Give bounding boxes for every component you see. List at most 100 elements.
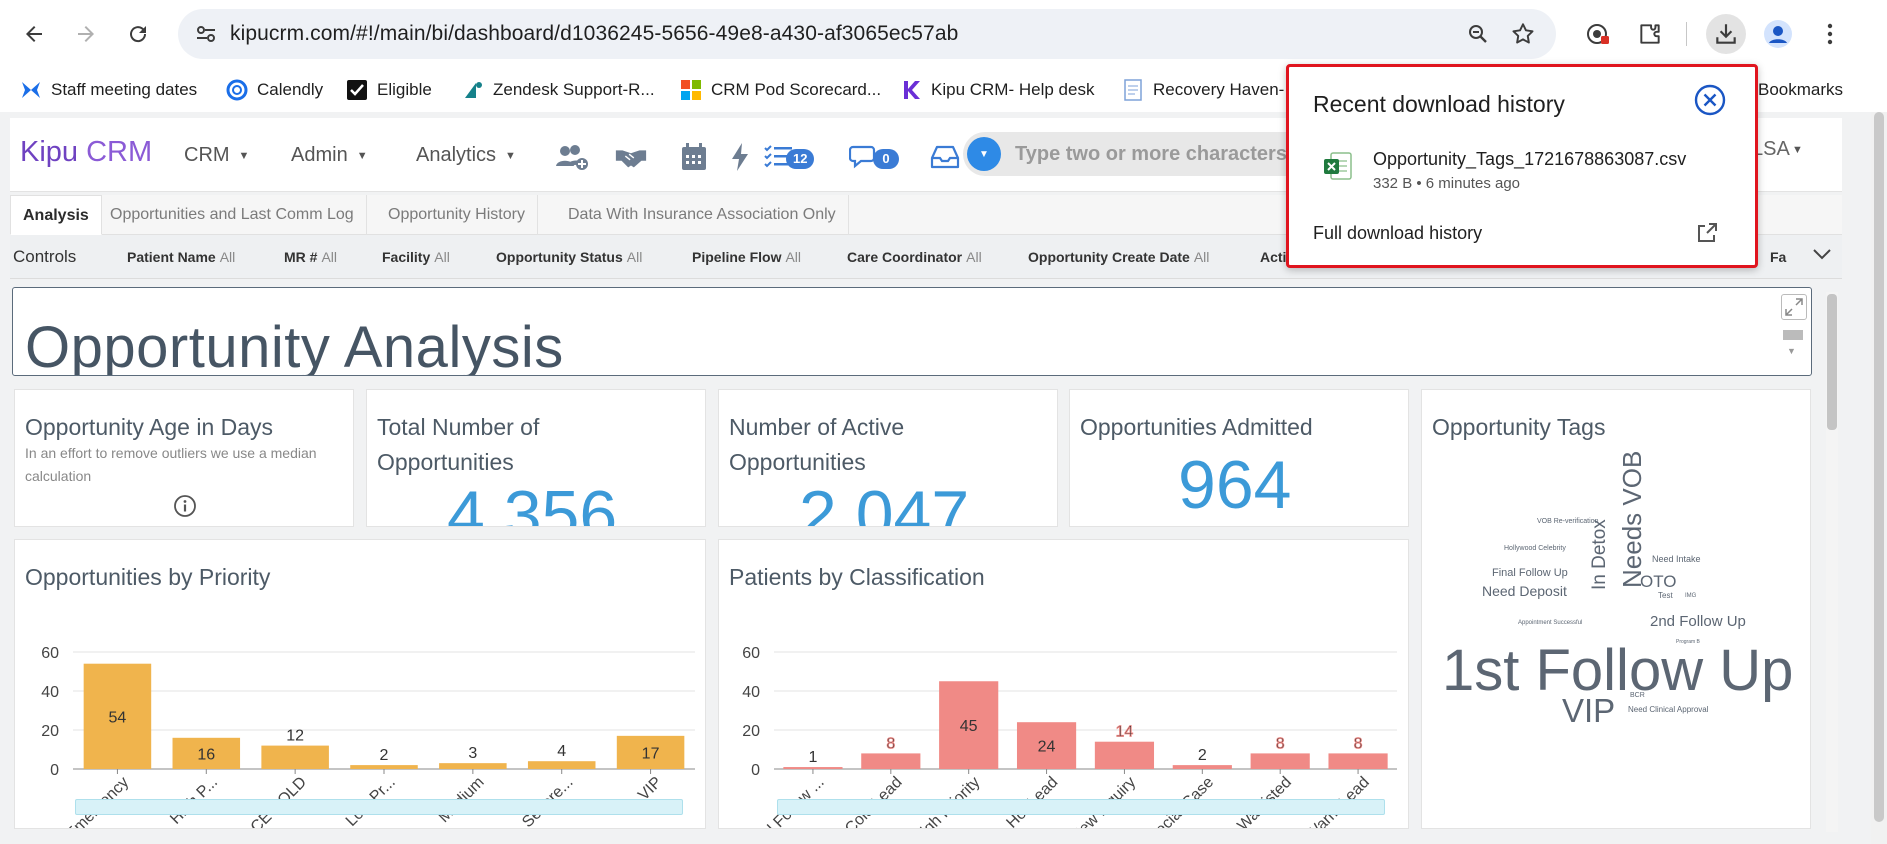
word-cloud-tag[interactable]: Test [1658,591,1673,600]
word-cloud-tag[interactable]: Hollywood Celebrity [1504,545,1566,552]
site-settings-icon[interactable] [194,22,218,46]
address-bar[interactable]: kipucrm.com/#!/main/bi/dashboard/d103624… [178,9,1556,59]
chart-range-slider[interactable] [777,799,1385,815]
bookmarks-folder[interactable]: Bookmarks [1758,80,1844,99]
panel-scroll-thumb[interactable] [1783,330,1803,340]
tab-analysis[interactable]: Analysis [10,195,102,235]
word-cloud-tag[interactable]: Appointment Successful [1518,620,1583,626]
word-cloud-tag[interactable]: Need Intake [1652,554,1701,564]
download-file-name[interactable]: Opportunity_Tags_1721678863087.csv [1373,149,1687,169]
word-cloud-tag[interactable]: VOB Re-verification [1537,518,1599,525]
word-cloud-tag[interactable]: Need Deposit [1482,583,1567,599]
back-button[interactable] [14,14,54,54]
search-scope-button[interactable]: ▼ [967,137,1001,171]
bar[interactable] [616,735,685,769]
profile-avatar[interactable] [1758,14,1798,54]
filter-patient-name[interactable]: Patient Name All [127,249,236,265]
browser-menu-button[interactable] [1810,14,1850,54]
bookmark-calendly[interactable]: Calendly [226,76,323,104]
bar[interactable] [939,681,999,769]
filter-pipeline-flow[interactable]: Pipeline Flow All [692,249,802,265]
menu-analytics[interactable]: Analytics ▼ [416,144,516,166]
info-icon[interactable] [173,494,197,518]
reload-button[interactable] [118,14,158,54]
word-cloud-tag[interactable]: Final Follow Up [1492,567,1568,579]
classification-bar-chart: 02040601Cold Follow ...8Cold Lead45High … [742,645,1397,828]
word-cloud-tag[interactable]: IMG [1685,593,1697,599]
chat-icon[interactable] [848,140,882,174]
calendar-icon[interactable] [677,140,711,174]
zoom-icon[interactable] [1466,22,1490,46]
word-cloud-tag[interactable]: Needs VOB [1617,450,1647,588]
word-cloud-tag[interactable]: BCR [1630,692,1645,699]
menu-admin[interactable]: Admin ▼ [291,144,368,166]
bookmark-crm-pod[interactable]: CRM Pod Scorecard... [680,76,881,104]
bar[interactable] [261,745,329,769]
add-users-icon[interactable] [555,140,589,174]
bookmark-recovery-haven[interactable]: Recovery Haven- [1122,76,1284,104]
word-cloud-tag[interactable]: OTO [1640,572,1677,591]
bar[interactable] [172,737,241,769]
url-text[interactable]: kipucrm.com/#!/main/bi/dashboard/d103624… [230,22,959,45]
bar[interactable] [1094,741,1155,769]
tab-insurance-association[interactable]: Data With Insurance Association Only [556,195,849,235]
word-cloud-tag[interactable]: Program B [1676,639,1700,645]
word-cloud-tag[interactable]: 1st Follow Up [1442,638,1794,703]
word-cloud-tag[interactable]: 2nd Follow Up [1650,613,1746,630]
filter-active[interactable]: Acti [1260,249,1287,265]
kipu-crm-logo[interactable]: Kipu CRM [20,136,153,168]
bar[interactable] [527,761,596,769]
close-icon[interactable] [1693,83,1727,117]
y-tick-label: 40 [41,684,59,701]
bar[interactable] [1250,753,1310,769]
bar[interactable] [439,763,507,769]
kpi-active-opportunities: Number of Active Opportunities 2,047 [718,389,1058,527]
user-menu[interactable]: LSA [1752,138,1790,160]
lightning-icon[interactable] [723,140,757,174]
word-cloud-tag[interactable]: Need Clinical Approval [1628,705,1709,714]
word-cloud-tag[interactable]: In Detox [1589,519,1610,590]
extensions-icon[interactable] [1630,14,1670,54]
bar[interactable] [1328,753,1388,769]
dashboard-scrollbar[interactable] [1826,292,1838,832]
filter-opportunity-status[interactable]: Opportunity Status All [496,249,643,265]
menu-crm[interactable]: CRM ▼ [184,144,250,166]
filter-care-coordinator[interactable]: Care Coordinator All [847,249,982,265]
password-manager-icon[interactable] [1578,14,1618,54]
bar[interactable] [1016,722,1077,769]
filter-opportunity-create-date[interactable]: Opportunity Create Date All [1028,249,1210,265]
expand-controls-icon[interactable] [1812,247,1832,261]
bookmark-kipu-help[interactable]: Kipu CRM- Help desk [900,76,1094,104]
scroll-thumb[interactable] [1874,112,1884,822]
handshake-icon[interactable] [614,140,648,174]
open-external-icon[interactable] [1695,221,1719,245]
tab-opportunity-history[interactable]: Opportunity History [376,195,538,235]
y-tick-label: 0 [751,762,760,779]
filter-mr-number[interactable]: MR # All [284,249,338,265]
page-scrollbar[interactable] [1871,112,1887,844]
user-caret-icon[interactable]: ▼ [1792,144,1803,156]
filter-fa[interactable]: Fa [1770,249,1787,265]
bookmark-staff-meeting[interactable]: Staff meeting dates [20,76,197,104]
fullscreen-icon[interactable] [1781,294,1807,320]
word-cloud-tag[interactable]: VIP [1562,692,1616,729]
bookmark-star-icon[interactable] [1510,21,1536,47]
bar[interactable] [350,765,418,769]
full-download-history-link[interactable]: Full download history [1313,223,1483,243]
downloads-button[interactable] [1706,14,1746,54]
forward-button[interactable] [66,14,106,54]
chart-range-slider[interactable] [75,799,683,815]
bar[interactable] [783,767,843,769]
bar[interactable] [861,753,921,769]
task-list-icon[interactable] [761,140,795,174]
filter-facility[interactable]: Facility All [382,249,450,265]
tab-opportunities-last-comm[interactable]: Opportunities and Last Comm Log [96,195,367,235]
scroll-thumb[interactable] [1827,294,1837,430]
bar[interactable] [1172,765,1232,769]
data-label: 17 [642,745,660,762]
bookmark-eligible[interactable]: Eligible [346,76,432,104]
bar[interactable] [83,663,152,769]
bookmark-zendesk[interactable]: Zendesk Support-R... [462,76,655,104]
panel-scroll-down-icon[interactable]: ▼ [1787,346,1796,356]
inbox-icon[interactable] [928,140,962,174]
